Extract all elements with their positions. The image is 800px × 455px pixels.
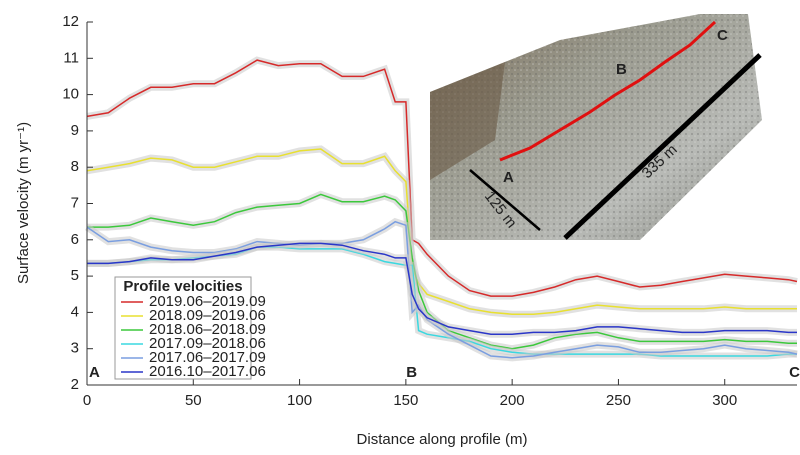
x-tick-label: 300 — [712, 392, 737, 409]
y-tick-label: 12 — [62, 13, 79, 30]
series-line — [87, 242, 797, 335]
x-tick-label: 250 — [606, 392, 631, 409]
y-tick-label: 8 — [71, 158, 79, 175]
legend-label: 2017.06–2017.09 — [149, 349, 266, 366]
legend-label: 2018.09–2019.06 — [149, 307, 266, 324]
y-axis-title: Surface velocity (m yr⁻¹) — [15, 122, 32, 284]
legend-label: 2017.09–2018.06 — [149, 335, 266, 352]
x-axis-title: Distance along profile (m) — [357, 431, 528, 448]
point-annotation: B — [406, 364, 417, 381]
y-tick-label: 11 — [63, 49, 79, 66]
inset-label: A — [503, 169, 514, 186]
y-tick-label: 5 — [71, 267, 79, 284]
legend-title: Profile velocities — [123, 278, 242, 295]
inset-label: C — [717, 27, 728, 44]
legend-box — [114, 276, 252, 380]
x-tick-label: 150 — [393, 392, 418, 409]
legend-label: 2019.06–2019.09 — [149, 293, 266, 310]
inset-photo: A B C 125 m 335 m — [430, 14, 762, 240]
x-tick-label: 100 — [287, 392, 312, 409]
y-tick-label: 9 — [71, 122, 79, 139]
legend-label: 2016.10–2017.06 — [149, 363, 266, 380]
legend-label: 2018.06–2018.09 — [149, 321, 266, 338]
series-line — [86, 148, 797, 315]
series-line — [87, 193, 797, 350]
y-tick-label: 3 — [71, 340, 79, 357]
y-tick-label: 7 — [71, 194, 79, 211]
y-tick-label: 6 — [71, 231, 79, 248]
y-tick-label: 4 — [71, 303, 79, 320]
series-line — [86, 59, 798, 297]
y-tick-label: 10 — [62, 86, 79, 103]
x-tick-label: 200 — [500, 392, 525, 409]
inset-label: B — [616, 61, 627, 78]
x-tick-label: 50 — [185, 392, 202, 409]
point-annotation: A — [89, 364, 100, 381]
x-tick-label: 0 — [83, 392, 91, 409]
y-tick-label: 2 — [71, 376, 79, 393]
point-annotation: C — [789, 364, 800, 381]
